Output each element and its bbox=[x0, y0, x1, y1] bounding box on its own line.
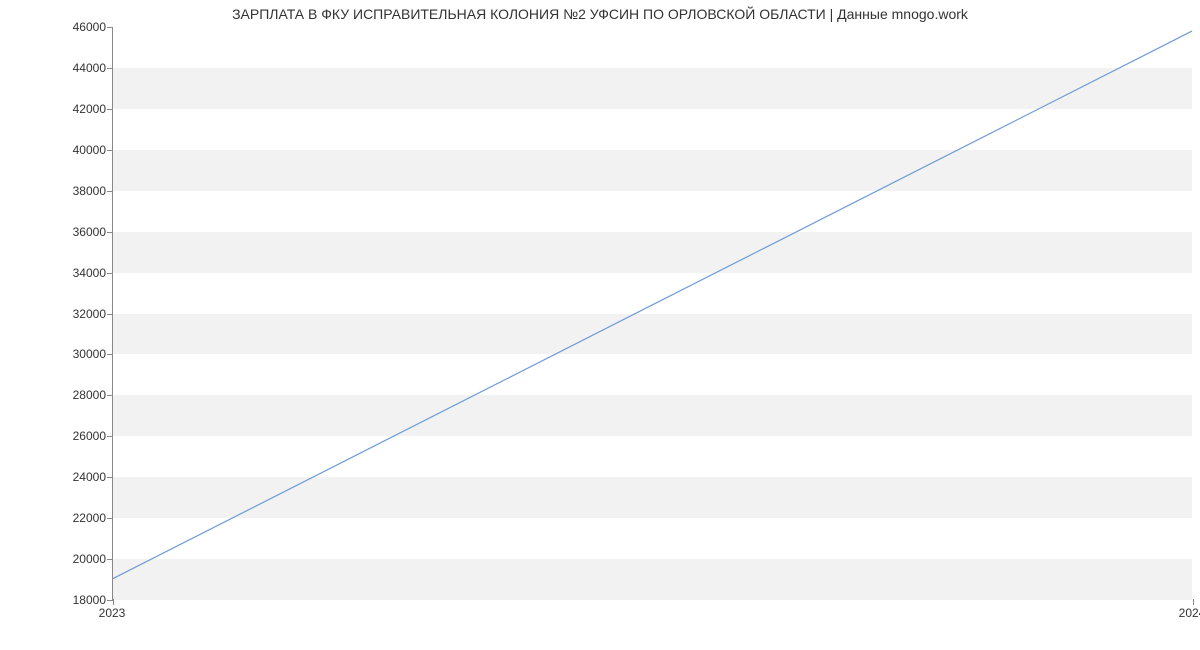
x-tick bbox=[113, 599, 114, 605]
y-tick bbox=[107, 68, 113, 69]
y-tick bbox=[107, 109, 113, 110]
y-tick bbox=[107, 559, 113, 560]
y-axis-label: 38000 bbox=[6, 184, 106, 198]
y-axis-label: 44000 bbox=[6, 61, 106, 75]
line-layer bbox=[113, 27, 1192, 599]
y-tick bbox=[107, 150, 113, 151]
x-tick bbox=[1193, 599, 1194, 605]
y-axis-label: 34000 bbox=[6, 266, 106, 280]
y-axis-label: 42000 bbox=[6, 102, 106, 116]
y-tick bbox=[107, 518, 113, 519]
y-axis-label: 30000 bbox=[6, 347, 106, 361]
y-tick bbox=[107, 477, 113, 478]
x-axis-label: 2024 bbox=[1179, 606, 1200, 620]
y-axis-label: 22000 bbox=[6, 511, 106, 525]
y-tick bbox=[107, 273, 113, 274]
chart-title: ЗАРПЛАТА В ФКУ ИСПРАВИТЕЛЬНАЯ КОЛОНИЯ №2… bbox=[0, 6, 1200, 22]
y-axis-label: 26000 bbox=[6, 429, 106, 443]
y-tick bbox=[107, 191, 113, 192]
y-tick bbox=[107, 27, 113, 28]
y-axis-label: 20000 bbox=[6, 552, 106, 566]
salary-chart: ЗАРПЛАТА В ФКУ ИСПРАВИТЕЛЬНАЯ КОЛОНИЯ №2… bbox=[0, 0, 1200, 650]
y-axis-label: 28000 bbox=[6, 388, 106, 402]
y-tick bbox=[107, 354, 113, 355]
y-tick bbox=[107, 395, 113, 396]
y-axis-label: 24000 bbox=[6, 470, 106, 484]
y-tick bbox=[107, 314, 113, 315]
y-tick bbox=[107, 232, 113, 233]
y-axis-label: 46000 bbox=[6, 20, 106, 34]
y-axis-label: 40000 bbox=[6, 143, 106, 157]
series-line bbox=[113, 31, 1192, 578]
y-axis-label: 18000 bbox=[6, 593, 106, 607]
y-axis-label: 36000 bbox=[6, 225, 106, 239]
y-axis-label: 32000 bbox=[6, 307, 106, 321]
plot-area bbox=[112, 27, 1192, 600]
x-axis-label: 2023 bbox=[99, 606, 126, 620]
y-tick bbox=[107, 436, 113, 437]
